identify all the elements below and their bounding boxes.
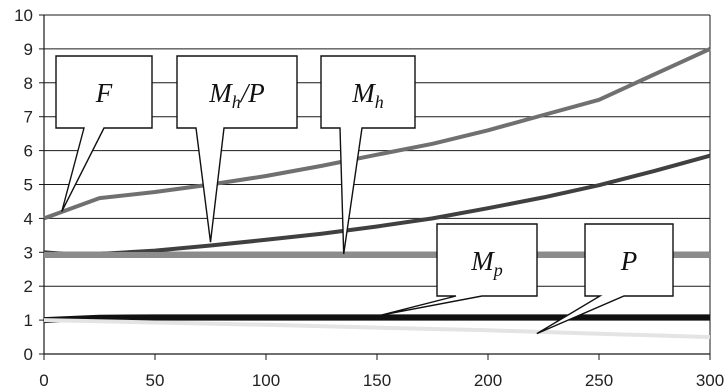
series-line-mp: [43, 314, 710, 324]
callout-label-subscript: h: [375, 92, 384, 112]
x-tick-label: 250: [585, 371, 613, 390]
callout-label-main: P: [620, 246, 638, 276]
x-tick-label: 300: [696, 371, 724, 390]
y-tick-label: 8: [24, 74, 33, 93]
callout-box: [536, 223, 674, 335]
callout-mh-per-p: Mh/P: [176, 55, 298, 243]
y-tick-label: 9: [24, 40, 33, 59]
x-tick-label: 100: [252, 371, 280, 390]
callout-label-subscript: p: [492, 260, 503, 280]
callout-label-tail: /P: [239, 78, 265, 108]
callout-f: F: [55, 55, 153, 212]
axes: [39, 14, 711, 360]
y-tick-label: 5: [24, 176, 33, 195]
y-tick-label: 3: [24, 243, 33, 262]
callout-mp: Mp: [381, 223, 538, 316]
callout-box: [55, 55, 153, 212]
callout-label-main: M: [208, 78, 233, 108]
y-tick-label: 6: [24, 142, 33, 161]
x-tick-label: 150: [363, 371, 391, 390]
y-tick-label: 7: [24, 108, 33, 127]
y-tick-label: 1: [24, 311, 33, 330]
series-line-p: [43, 318, 711, 340]
callout-label-main: F: [95, 78, 113, 108]
callout-label-subscript: h: [232, 92, 241, 112]
y-tick-label: 0: [24, 345, 33, 364]
callout-label: P: [620, 246, 638, 276]
callout-label-main: M: [351, 78, 376, 108]
callout-label: Mh/P: [208, 78, 265, 112]
callout-box: [176, 55, 298, 243]
y-tick-label: 10: [14, 6, 33, 25]
y-tick-label: 2: [24, 277, 33, 296]
callout-label: F: [95, 78, 113, 108]
callout-p: P: [536, 223, 674, 335]
callout-label-main: M: [470, 246, 495, 276]
callout-label: Mh: [351, 78, 384, 112]
x-tick-label: 0: [39, 371, 48, 390]
callout-mh: Mh: [320, 55, 416, 255]
x-tick-label: 50: [146, 371, 165, 390]
y-tick-label: 4: [24, 209, 33, 228]
series-line-f: [43, 47, 711, 221]
callout-box: [320, 55, 416, 255]
callout-label: Mp: [470, 246, 503, 280]
callout-box: [381, 223, 538, 316]
x-tick-label: 200: [474, 371, 502, 390]
